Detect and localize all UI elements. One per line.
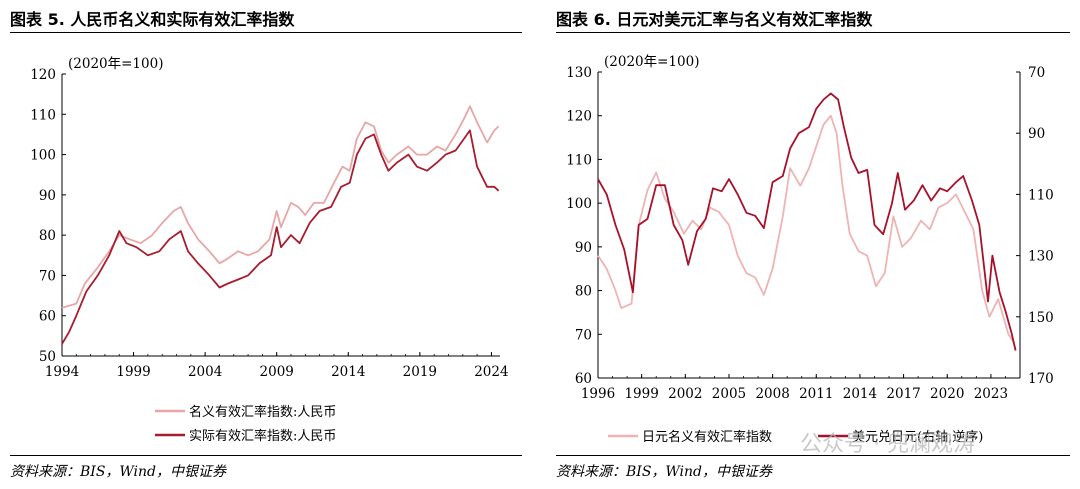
y-tick-label: 70 (575, 327, 592, 343)
x-tick-label: 1999 (116, 364, 150, 380)
x-tick-label: 2002 (668, 386, 702, 402)
y-tick-label: 120 (566, 109, 592, 125)
legend-label: 实际有效汇率指数:人民币 (189, 428, 336, 444)
y2-tick-label: 170 (1028, 371, 1054, 387)
y-tick-label: 60 (39, 309, 56, 325)
x-tick-label: 2014 (843, 386, 877, 402)
x-tick-label: 1994 (45, 364, 79, 380)
source-note: 资料来源：BIS，Wind，中银证券 (556, 464, 773, 480)
y2-tick-label: 90 (1028, 126, 1045, 142)
line-chart-jpy: 60 70 80 90 100 110 120 130 70 90 110 130 150 170 1996… (566, 54, 1054, 445)
source-divider (10, 455, 522, 456)
chart-title: 图表 5. 人民币名义和实际有效汇率指数 (10, 10, 295, 29)
y-tick-label: 100 (30, 148, 56, 164)
y2-tick-label: 70 (1028, 65, 1045, 81)
x-tick-label: 1996 (581, 386, 615, 402)
title-divider (10, 32, 522, 33)
chart-panel-rmb-effective-rate: 图表 5. 人民币名义和实际有效汇率指数 50 60 70 80 90 100 110 120… (0, 0, 532, 489)
source-divider (556, 455, 1070, 456)
watermark: 公众号 · 兜澜观涛 (800, 432, 975, 457)
x-tick-label: 2004 (188, 364, 222, 380)
x-tick-label: 2024 (474, 364, 508, 380)
x-tick-label: 1999 (624, 386, 658, 402)
y-tick-label: 50 (39, 349, 56, 365)
legend-label: 名义有效汇率指数:人民币 (189, 404, 336, 420)
title-divider (556, 32, 1070, 33)
chart-title: 图表 6. 日元对美元汇率与名义有效汇率指数 (556, 10, 873, 29)
y2-tick-label: 110 (1028, 187, 1054, 203)
y-tick-label: 90 (575, 240, 592, 256)
y-tick-label: 130 (566, 65, 592, 81)
series-line-1 (597, 114, 1015, 344)
y-tick-label: 70 (39, 268, 56, 284)
x-tick-label: 2008 (755, 386, 789, 402)
line-chart-rmb: 50 60 70 80 90 100 110 120 1994 1999 2004 2009 2014 2… (30, 56, 508, 444)
series-line-2 (597, 92, 1017, 351)
series-line-2 (61, 129, 500, 345)
y-tick-label: 100 (566, 196, 592, 212)
legend-label: 美元兑日元(右轴,逆序) (852, 429, 983, 445)
y-tick-label: 80 (39, 228, 56, 244)
y-tick-label: 90 (39, 188, 56, 204)
source-note: 资料来源：BIS，Wind，中银证券 (10, 464, 227, 480)
x-tick-label: 2019 (403, 364, 437, 380)
y2-tick-label: 130 (1028, 249, 1054, 265)
chart-panel-jpy-exchange-rate: 图表 6. 日元对美元汇率与名义有效汇率指数 60 70 80 90 100 110 120… (546, 0, 1080, 489)
x-tick-label: 2017 (886, 386, 920, 402)
y-tick-label: 80 (575, 284, 592, 300)
y-tick-label: 120 (30, 67, 56, 83)
x-tick-label: 2014 (331, 364, 365, 380)
unit-label: (2020年=100) (68, 56, 163, 72)
x-tick-label: 2009 (260, 364, 294, 380)
series-line-1 (61, 105, 500, 309)
y-tick-label: 110 (566, 152, 592, 168)
y-tick-label: 110 (30, 107, 56, 123)
x-tick-label: 2005 (712, 386, 746, 402)
legend-label: 日元名义有效汇率指数 (642, 429, 772, 445)
x-tick-label: 2020 (930, 386, 964, 402)
y2-tick-label: 150 (1028, 310, 1054, 326)
x-tick-label: 2023 (974, 386, 1008, 402)
unit-label: (2020年=100) (604, 54, 699, 70)
y-tick-label: 60 (575, 371, 592, 387)
x-tick-label: 2011 (799, 386, 833, 402)
